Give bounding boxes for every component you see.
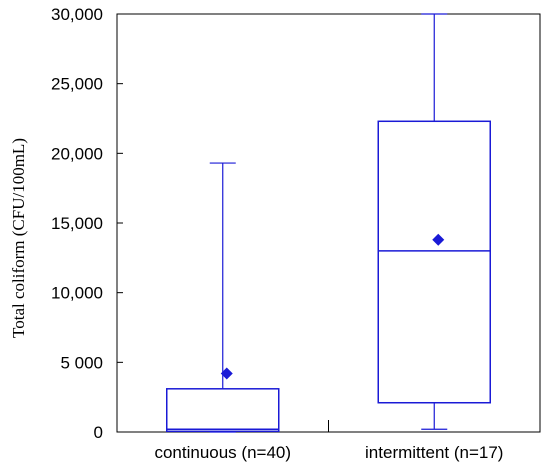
y-axis: 0 5 000 10,000 15,000 20,000 25,000 30,000 xyxy=(51,5,123,442)
y-tick-label: 25,000 xyxy=(51,75,103,94)
y-tick-label: 10,000 xyxy=(51,284,103,303)
y-tick-label: 30,000 xyxy=(51,5,103,24)
mean-marker xyxy=(220,367,233,380)
x-axis: continuous (n=40) intermittent (n=17) xyxy=(154,420,503,462)
y-axis-title: Total coliform (CFU/100mL) xyxy=(9,138,28,338)
box-1 xyxy=(166,162,280,433)
iqr-box xyxy=(377,120,491,404)
x-category-label: intermittent (n=17) xyxy=(365,443,503,462)
box-2 xyxy=(377,13,491,430)
y-tick-label: 15,000 xyxy=(51,214,103,233)
iqr-box xyxy=(166,388,280,433)
y-tick-label: 5 000 xyxy=(60,353,103,372)
x-category-label: continuous (n=40) xyxy=(154,443,291,462)
y-tick-label: 0 xyxy=(94,423,103,442)
mean-marker xyxy=(432,233,445,246)
y-tick-label: 20,000 xyxy=(51,144,103,163)
box-series xyxy=(166,13,491,433)
